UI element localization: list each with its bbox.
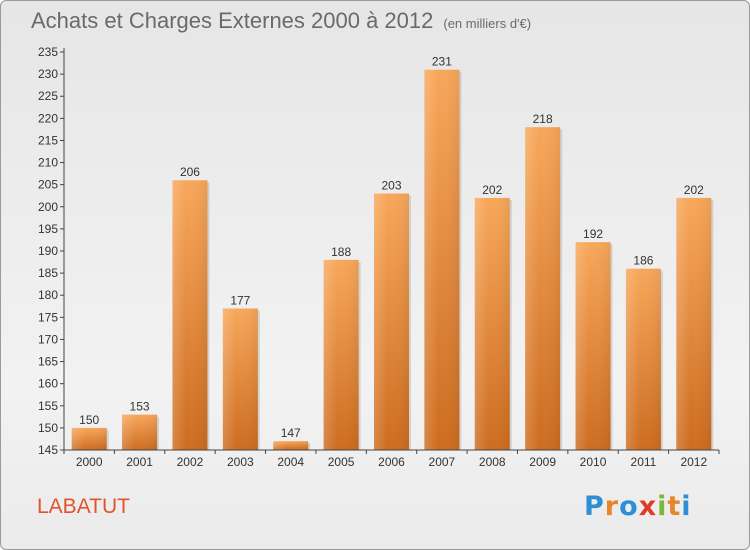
bar-shine [575,242,611,450]
data-label: 203 [381,179,401,193]
x-tick-label: 2000 [76,455,103,469]
y-tick-label: 210 [38,156,58,170]
x-tick-label: 2008 [479,455,506,469]
axes-layer: 2000 2001 2002 2003 2004 2005 2006 2007 2008 2009… [38,45,720,469]
y-tick-label: 205 [38,178,58,192]
bar-shine [424,69,460,450]
bar-shine [625,268,661,450]
x-tick-label: 2010 [580,455,607,469]
logo-letter-6: i [681,491,692,522]
bar-shine [525,127,561,450]
data-label: 188 [331,245,351,259]
bars-layer: 150 153 206 177 147 188 203 231 202 218 192 186 202 [71,55,714,450]
x-tick-label: 2009 [529,455,556,469]
chart-title-text: Achats et Charges Externes 2000 à 2012 [31,8,434,33]
y-tick-label: 230 [38,67,58,81]
x-tick-label: 2003 [227,455,254,469]
y-tick-label: 165 [38,355,58,369]
logo-letter-2: o [619,491,639,522]
bar-shine [273,441,309,450]
data-label: 186 [633,254,653,268]
x-tick-label: 2007 [429,455,456,469]
data-label: 202 [684,183,704,197]
x-tick-label: 2006 [378,455,405,469]
y-tick-label: 185 [38,266,58,280]
bar-shine [222,308,258,450]
y-tick-label: 155 [38,399,58,413]
x-tick-label: 2002 [177,455,204,469]
data-label: 206 [180,165,200,179]
data-label: 231 [432,55,452,69]
y-tick-label: 190 [38,244,58,258]
data-label: 192 [583,227,603,241]
chart-subtitle: (en milliers d'€) [443,16,532,31]
commune-name: LABATUT [37,495,130,518]
data-label: 218 [533,112,553,126]
bar-shine [172,180,208,450]
x-tick-label: 2005 [328,455,355,469]
y-tick-label: 220 [38,111,58,125]
y-tick-label: 195 [38,222,58,236]
x-tick-label: 2001 [126,455,153,469]
y-tick-label: 160 [38,377,58,391]
y-tick-label: 225 [38,89,58,103]
y-tick-label: 180 [38,288,58,302]
y-tick-label: 200 [38,200,58,214]
bar-shine [71,427,107,450]
x-tick-label: 2004 [277,455,304,469]
bar-shine [323,259,359,450]
bar-shine [474,197,510,450]
data-label: 153 [130,400,150,414]
data-label: 202 [482,183,502,197]
chart-title: Achats et Charges Externes 2000 à 2012 (e… [31,8,531,34]
logo-letter-0: P [584,491,605,522]
y-tick-label: 170 [38,332,58,346]
y-tick-label: 215 [38,133,58,147]
proxiti-logo[interactable]: Proxiti [584,491,692,522]
logo-letter-5: t [667,491,682,522]
bar-shine [374,193,409,450]
y-tick-label: 235 [38,45,58,59]
y-tick-label: 145 [38,443,58,457]
data-label: 177 [230,293,250,307]
data-label: 147 [281,426,301,440]
bar-shine [122,414,158,450]
x-tick-label: 2011 [631,455,657,469]
y-tick-label: 175 [38,310,58,324]
logo-letter-3: x [638,491,658,522]
y-tick-label: 150 [38,421,58,435]
logo-letter-4: i [657,491,668,522]
x-tick-label: 2012 [680,455,707,469]
data-label: 150 [79,413,99,427]
logo-letter-1: r [604,491,620,522]
bar-shine [676,197,712,450]
